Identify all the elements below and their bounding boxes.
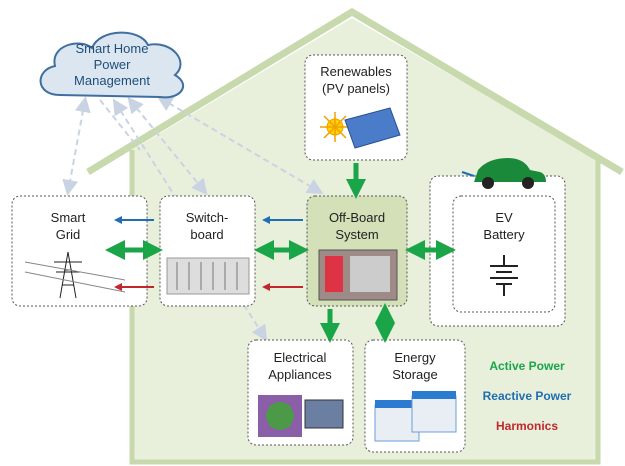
legend-label: Harmonics [496,419,558,433]
node-label: System [335,227,378,242]
node-label: Electrical [274,350,327,365]
node-label: Grid [56,227,81,242]
node-label: Smart [51,210,86,225]
node-label: Storage [392,367,438,382]
diagram: Smart Home Power Management Renewables (… [0,0,625,466]
node-label: Switch- [186,210,229,225]
cloud-label: Power [94,57,132,72]
node-label: Renewables [320,64,392,79]
node-label: Energy [394,350,436,365]
cloud-label: Smart Home [76,41,149,56]
node-label: EV [495,210,513,225]
legend-label: Reactive Power [483,389,572,403]
legend-label: Active Power [489,359,565,373]
node-label: Off-Board [329,210,385,225]
node-label: (PV panels) [322,81,390,96]
offboard-icon [319,250,397,300]
node-label: Appliances [268,367,332,382]
switchboard-icon [167,258,249,294]
cloud-label: Management [74,73,150,88]
node-label: Battery [483,227,525,242]
node-label: board [190,227,223,242]
